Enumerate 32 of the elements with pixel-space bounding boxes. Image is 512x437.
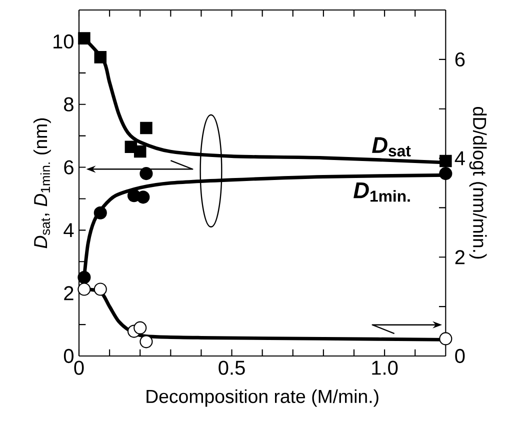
x-tick-label: 0.5 [218,360,245,375]
point [78,32,90,44]
point [140,167,153,180]
point [78,282,91,296]
point [94,206,107,220]
y-axis-title: D$_{sat}$, D$_{1min.}$ (nm) [33,118,51,248]
series-label: D$_{sat}$ [372,137,411,157]
x-axis-title: Decomposition rate (M/min.) [146,389,378,407]
x-tick-label: 1.0 [372,360,398,375]
point [136,190,150,204]
point [140,335,153,348]
x-tick-label: 0 [74,360,84,375]
point [94,282,107,296]
point [134,321,147,334]
point [94,51,107,64]
y-tick-label: 2 [64,286,74,300]
point [140,122,152,134]
y2-tick-label: 6 [455,52,465,67]
point [134,145,146,158]
y-tick-label: 0 [64,348,74,364]
y2-tick-label: 2 [455,250,464,264]
point [78,270,91,284]
y-tick-label: 10 [54,34,74,49]
y2-tick-label: 4 [454,151,465,166]
series-label: D$_{1min.}$ [354,182,410,202]
y-tick-label: 4 [64,223,74,238]
y2-tick-label: 0 [455,348,465,364]
y-tick-label: 8 [64,97,74,112]
y2-axis-title: dD/dlogt (nm/min.) [469,107,487,259]
point [439,167,452,180]
point [439,332,452,346]
y-tick-label: 6 [64,160,74,174]
